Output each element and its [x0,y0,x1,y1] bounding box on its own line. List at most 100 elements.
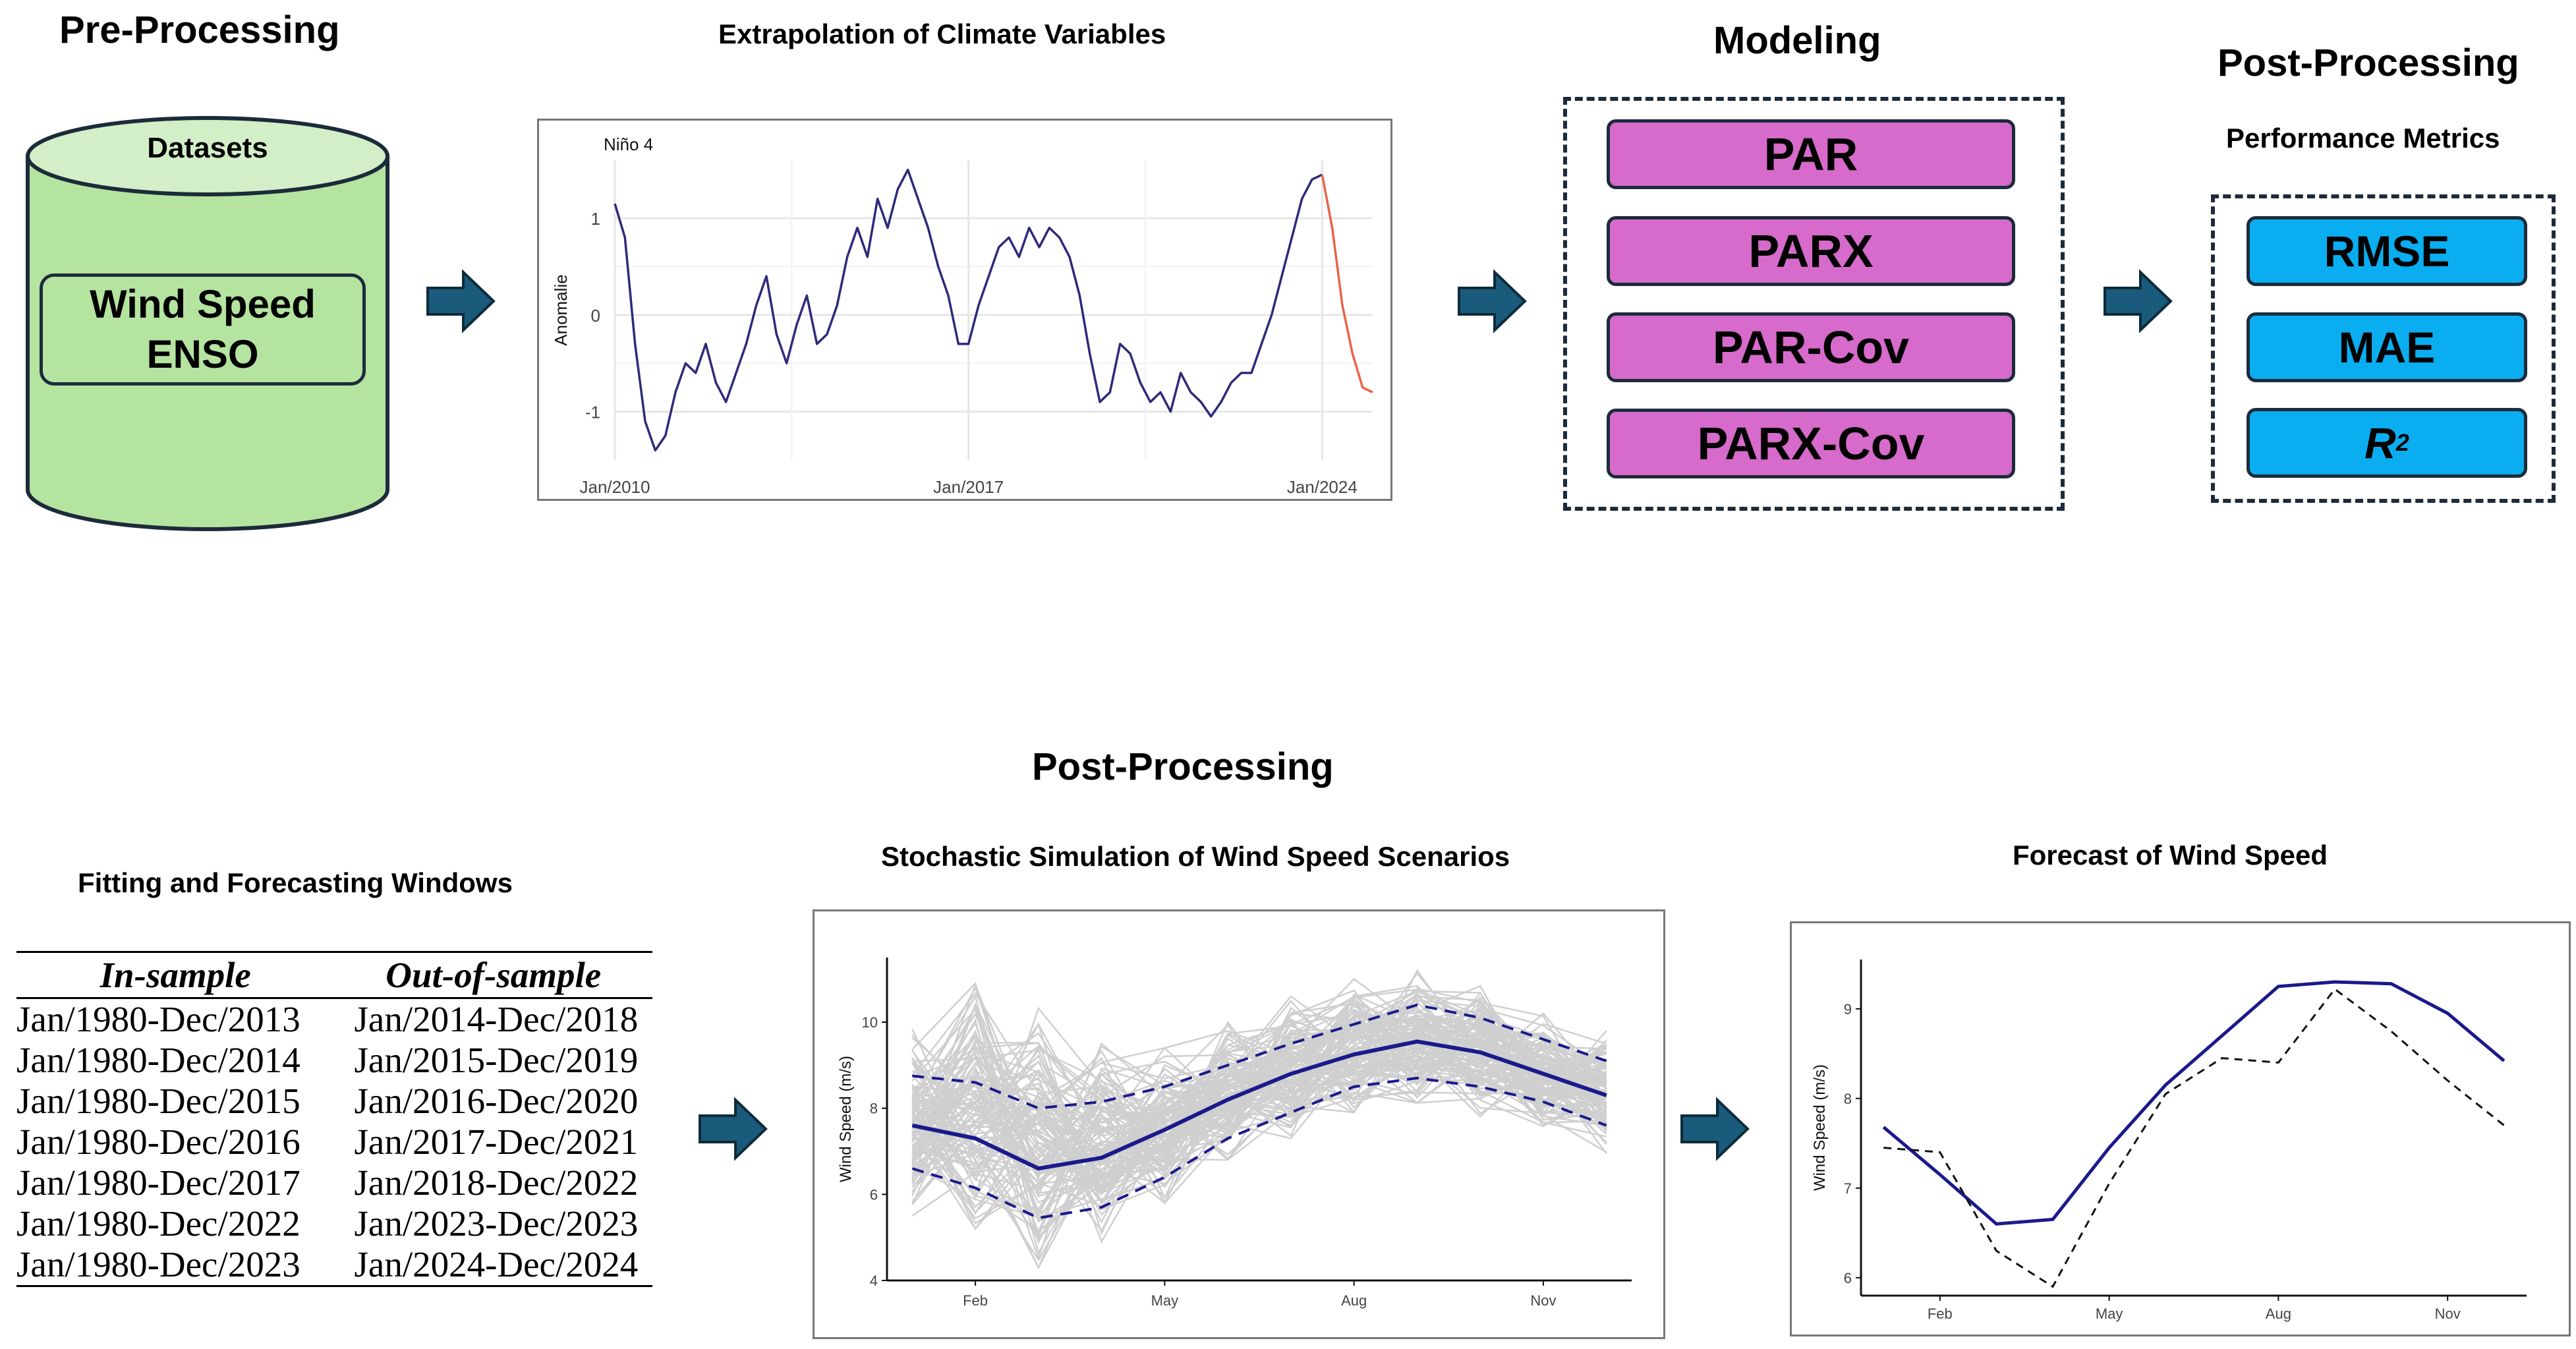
scenario-line [911,1035,1607,1189]
in-sample-cell: Jan/1980-Dec/2015 [16,1081,301,1121]
series-line-mean [911,1039,1607,1171]
scenario-line [911,1016,1607,1202]
forecast-chart: 6 7 8 9 Feb May Aug Nov Wind Speed (m/s) [1790,921,2571,1336]
scenario-line [911,1021,1607,1262]
wind-speed-label: Wind Speed [90,282,316,326]
window-row: Jan/1980-Dec/2023 Jan/2024-Dec/2024 [16,1244,652,1286]
y-axis-label: Wind Speed (m/s) [1811,1064,1829,1191]
r2-base: R [2364,418,2396,467]
preprocessing-title: Pre-Processing [59,9,340,51]
nino4-chart: 1 0 -1 Jan/2010 Jan/2017 Jan/2024 Niño 4 Anomal… [537,119,1392,501]
out-of-sample-cell: Jan/2015-Dec/2019 [354,1040,639,1080]
in-sample-cell: Jan/1980-Dec/2017 [16,1162,301,1203]
scenario-line [911,1000,1607,1154]
enso-label: ENSO [146,332,259,376]
x-tick-label: Jan/2010 [580,477,650,497]
forecast-title: Forecast of Wind Speed [2013,840,2328,871]
scenario-line [911,1020,1607,1234]
y-tick-label: 8 [1844,1091,1852,1107]
flow-arrow-icon [1680,1097,1750,1161]
series-line-lower [911,1076,1607,1220]
x-tick-label: May [1151,1292,1179,1309]
performance-metrics-title: Performance Metrics [2226,123,2500,154]
scenario-line [911,1024,1607,1215]
window-row: Jan/1980-Dec/2015 Jan/2016-Dec/2020 [16,1081,652,1122]
model-par-cov: PAR-Cov [1607,312,2015,382]
scenario-line [911,991,1607,1139]
scenario-line [911,969,1607,1205]
windows-title: Fitting and Forecasting Windows [78,867,513,898]
in-sample-header: In-sample [16,952,335,999]
y-tick-label: 1 [591,209,600,229]
window-row: Jan/1980-Dec/2014 Jan/2015-Dec/2019 [16,1040,652,1081]
out-of-sample-cell: Jan/2014-Dec/2018 [354,999,639,1039]
x-tick-label: Jan/2024 [1287,477,1358,497]
model-parx-cov: PARX-Cov [1607,409,2015,478]
x-tick-label: Feb [1928,1306,1953,1322]
x-tick-label: Nov [1530,1292,1556,1309]
in-sample-cell: Jan/1980-Dec/2013 [16,999,301,1039]
series-line-extrapolated [1321,174,1373,393]
in-sample-cell: Jan/1980-Dec/2022 [16,1203,301,1244]
metric-mae: MAE [2247,312,2527,382]
datasets-inner-box: Wind Speed ENSO [40,273,366,386]
r2-superscript: 2 [2395,429,2409,456]
scenario-line [911,1017,1607,1215]
x-tick-label: Nov [2435,1306,2461,1322]
scenario-lines [911,969,1607,1270]
window-row: Jan/1980-Dec/2016 Jan/2017-Dec/2021 [16,1122,652,1162]
out-of-sample-cell: Jan/2017-Dec/2021 [354,1122,639,1162]
windows-table: In-sample Out-of-sample Jan/1980-Dec/201… [16,951,652,1287]
y-tick-label: 6 [870,1186,878,1203]
scenario-line [911,1014,1607,1232]
in-sample-cell: Jan/1980-Dec/2016 [16,1122,301,1162]
y-tick-label: 9 [1844,1001,1852,1018]
extrapolation-title: Extrapolation of Climate Variables [718,18,1166,49]
scenario-line [911,1025,1607,1164]
scenario-line [911,993,1607,1162]
y-tick-label: 6 [1844,1270,1852,1286]
simulation-title: Stochastic Simulation of Wind Speed Scen… [881,841,1510,872]
y-axis-label: Wind Speed (m/s) [837,1056,855,1182]
scenario-line [911,987,1607,1236]
postprocessing-top-title: Post-Processing [2218,42,2519,84]
out-of-sample-cell: Jan/2024-Dec/2024 [354,1244,639,1284]
series-line-upper [912,1003,1607,1110]
out-of-sample-header: Out-of-sample [334,952,652,999]
window-row: Jan/1980-Dec/2022 Jan/2023-Dec/2023 [16,1203,652,1244]
x-tick-label: Aug [2266,1306,2291,1322]
in-sample-cell: Jan/1980-Dec/2014 [16,1040,301,1080]
x-tick-label: Feb [963,1292,988,1309]
series-line-observed [614,168,1323,452]
datasets-label: Datasets [147,132,268,164]
x-tick-label: Jan/2017 [933,477,1004,497]
y-tick-label: 7 [1844,1180,1852,1197]
x-tick-label: May [2096,1306,2123,1322]
in-sample-cell: Jan/1980-Dec/2023 [16,1244,301,1284]
y-tick-label: 4 [870,1273,878,1289]
y-tick-label: 10 [862,1014,878,1031]
window-row: Jan/1980-Dec/2013 Jan/2014-Dec/2018 [16,998,652,1041]
models-box: PAR PARX PAR-Cov PARX-Cov [1563,97,2065,511]
flow-arrow-icon [1458,269,1527,333]
model-parx: PARX [1607,216,2015,286]
scenario-line [911,1016,1607,1191]
out-of-sample-cell: Jan/2018-Dec/2022 [354,1162,639,1203]
out-of-sample-cell: Jan/2016-Dec/2020 [354,1081,639,1121]
x-tick-label: Aug [1341,1292,1367,1309]
y-tick-label: 8 [870,1101,878,1117]
series-line-observed [1883,987,2505,1288]
y-tick-label: -1 [585,403,600,422]
metric-rmse: RMSE [2247,216,2527,286]
flow-arrow-icon [426,269,496,333]
out-of-sample-cell: Jan/2023-Dec/2023 [354,1203,639,1244]
window-row: Jan/1980-Dec/2017 Jan/2018-Dec/2022 [16,1162,652,1203]
y-tick-label: 0 [591,306,600,326]
modeling-title: Modeling [1713,19,1881,62]
chart-title: Niño 4 [604,134,653,154]
flow-arrow-icon [2104,269,2173,333]
simulation-chart: 4 6 8 10 Feb May Aug Nov Wind Speed (m/s) [813,909,1665,1339]
model-par: PAR [1607,119,2015,189]
